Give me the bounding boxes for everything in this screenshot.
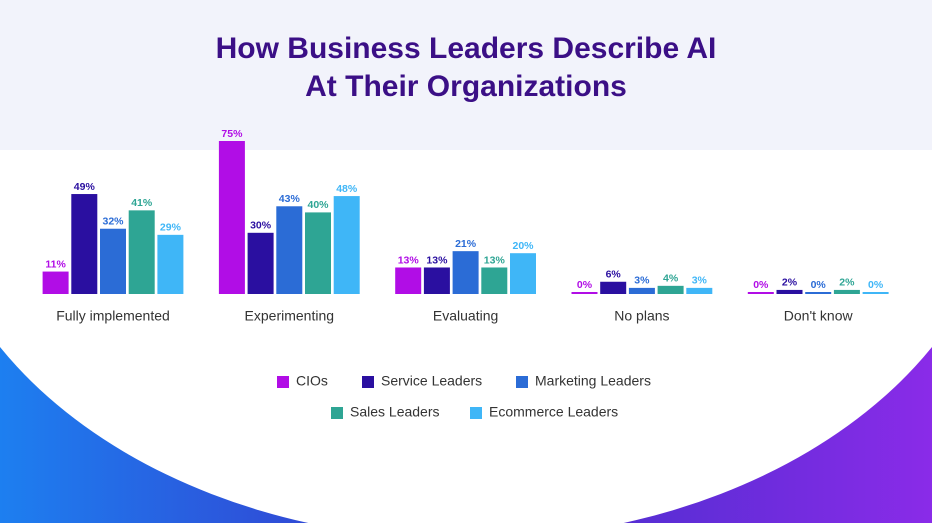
legend-label: Ecommerce Leaders (489, 404, 618, 420)
data-label: 0% (753, 279, 769, 291)
x-tick-label: Fully implemented (56, 308, 170, 324)
bar (423, 267, 450, 294)
bar (71, 194, 98, 294)
x-tick-label: Evaluating (433, 308, 498, 324)
data-label: 20% (512, 240, 534, 252)
data-label: 13% (426, 254, 448, 266)
bar (452, 251, 479, 294)
bar (333, 196, 360, 294)
bar (510, 253, 536, 294)
bar (395, 267, 422, 294)
data-label: 0% (577, 279, 593, 291)
legend-label: Marketing Leaders (535, 373, 651, 389)
bar (481, 267, 508, 294)
data-label: 4% (663, 273, 679, 285)
x-tick-label: Don't know (784, 308, 854, 324)
x-tick-label: No plans (614, 308, 669, 324)
bar (805, 292, 832, 294)
data-label: 75% (221, 128, 243, 140)
x-tick-label: Experimenting (245, 308, 335, 324)
legend-swatch (277, 376, 289, 388)
data-label: 30% (250, 220, 272, 232)
data-label: 32% (102, 216, 124, 228)
data-label: 21% (455, 238, 477, 250)
bar (686, 287, 713, 294)
bar (128, 210, 155, 294)
data-label: 13% (484, 254, 506, 266)
background-top (0, 0, 932, 150)
data-label: 40% (307, 199, 329, 211)
bar (862, 292, 889, 294)
data-label: 6% (606, 269, 622, 281)
data-label: 11% (45, 258, 66, 270)
data-label: 2% (782, 277, 798, 289)
data-label: 41% (131, 197, 153, 209)
bar (833, 289, 860, 294)
chart-title: At Their Organizations (305, 70, 627, 103)
bar (747, 292, 774, 294)
data-label: 29% (160, 222, 182, 234)
legend-swatch (331, 407, 343, 419)
data-label: 0% (811, 279, 827, 291)
bar (628, 287, 655, 294)
data-label: 43% (279, 193, 301, 205)
legend-swatch (362, 376, 374, 388)
legend-label: Sales Leaders (350, 404, 440, 420)
bar (657, 285, 684, 294)
bar (247, 232, 274, 294)
data-label: 48% (336, 183, 358, 195)
legend-swatch (516, 376, 528, 388)
legend-label: Service Leaders (381, 373, 482, 389)
bar (276, 206, 303, 294)
legend-swatch (470, 407, 482, 419)
bar (42, 271, 69, 294)
data-label: 0% (868, 279, 884, 291)
data-label: 2% (839, 277, 855, 289)
bar (571, 292, 598, 294)
legend-label: CIOs (296, 373, 328, 389)
data-label: 3% (692, 275, 708, 287)
bar (157, 234, 184, 294)
bar (600, 281, 627, 294)
bar (100, 228, 126, 294)
bar (305, 212, 331, 294)
bar (776, 289, 803, 294)
data-label: 49% (74, 181, 96, 193)
data-label: 3% (634, 275, 650, 287)
data-label: 13% (398, 254, 420, 266)
bar (218, 141, 245, 294)
chart-title: How Business Leaders Describe AI (216, 32, 717, 65)
